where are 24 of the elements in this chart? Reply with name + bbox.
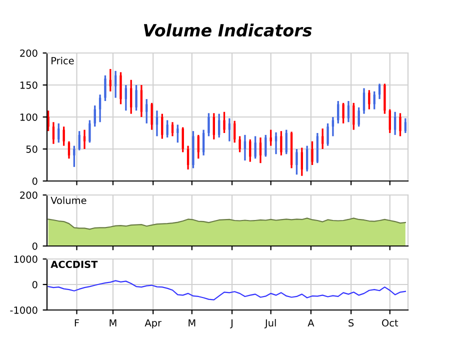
y-tick-label: 200 xyxy=(20,191,38,199)
y-tick-label: -1000 xyxy=(10,306,38,314)
y-tick-label: 150 xyxy=(20,81,38,89)
y-tick-label: 200 xyxy=(20,49,38,57)
x-tick-label: Oct xyxy=(382,319,398,327)
x-tick-label: S xyxy=(348,319,354,327)
annotation: Price xyxy=(52,56,74,64)
y-tick-label: 0 xyxy=(32,242,38,250)
annotation: ACCDIST xyxy=(50,260,98,268)
x-tick-label: J xyxy=(230,319,233,328)
y-tick-label: 100 xyxy=(20,113,38,121)
x-tick-label: M xyxy=(188,319,196,326)
x-tick-label: Apr xyxy=(144,319,162,328)
x-tick-label: A xyxy=(308,319,314,326)
chart-title: Volume Indicators xyxy=(144,24,312,37)
y-tick-label: 1000 xyxy=(14,255,38,263)
x-tick-label: F xyxy=(74,319,79,326)
annotation: Volume xyxy=(50,196,86,204)
line-series xyxy=(48,280,406,300)
x-tick-label: Jul xyxy=(264,319,276,328)
x-tick-label: M xyxy=(110,319,116,326)
y-tick-label: 50 xyxy=(26,145,38,153)
y-tick-label: 0 xyxy=(32,280,38,288)
y-tick-label: 0 xyxy=(32,177,38,185)
